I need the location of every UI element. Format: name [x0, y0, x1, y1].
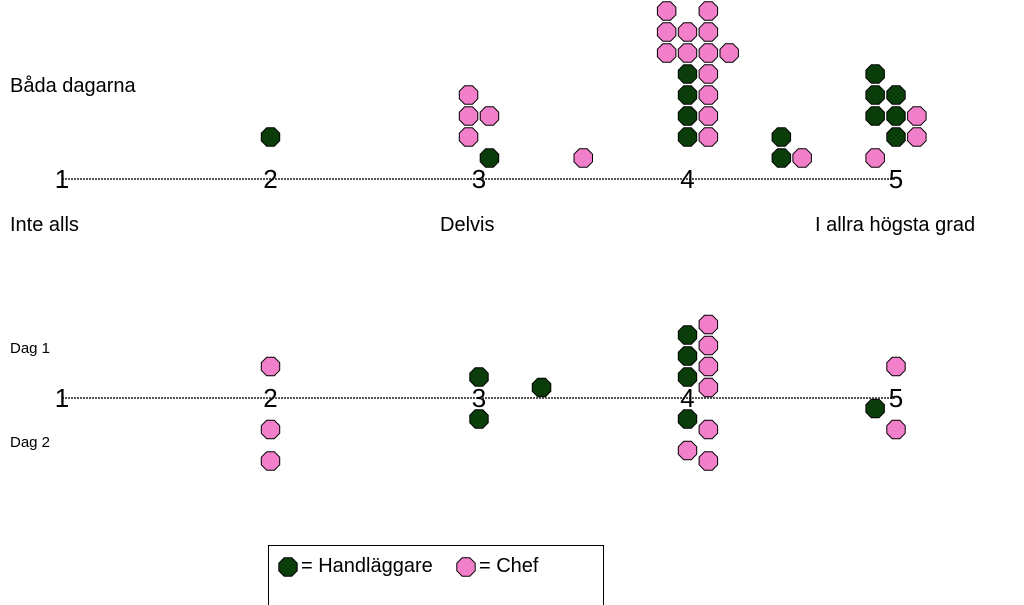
top-dot-handlaggare — [677, 106, 698, 126]
bottom-dot-chef — [677, 440, 698, 461]
bottom-tick-label-2: 2 — [263, 383, 277, 413]
legend-item-chef: = Chef — [455, 555, 538, 578]
bottom-tick-label-4: 4 — [680, 383, 694, 413]
bottom-dot-handlaggare — [865, 398, 885, 419]
top-dot-chef — [458, 85, 479, 105]
bottom-dot-chef — [698, 356, 719, 377]
top-dot-handlaggare — [865, 106, 885, 126]
bottom-dot-handlaggare — [677, 325, 698, 345]
bottom-dot-chef — [698, 314, 719, 335]
top-dot-chef — [656, 1, 677, 21]
legend-marker-chef — [456, 556, 476, 577]
bottom-dot-chef — [698, 451, 719, 471]
top-dot-chef — [458, 106, 479, 126]
top-dot-handlaggare — [677, 64, 698, 84]
top-dot-handlaggare — [771, 127, 792, 147]
top-dot-chef — [698, 85, 719, 105]
top-tick-label-2: 2 — [263, 164, 277, 194]
top-dot-chef — [677, 22, 698, 42]
top-dot-chef — [698, 127, 719, 147]
top-dot-chef — [698, 106, 719, 126]
row-label-day-1: Dag 1 — [10, 340, 51, 357]
top-dot-handlaggare — [260, 127, 281, 147]
top-dot-chef — [698, 22, 719, 42]
top-dot-chef — [656, 22, 677, 42]
top-dot-handlaggare — [886, 106, 906, 126]
top-dot-handlaggare — [677, 85, 698, 105]
top-dot-chef — [792, 148, 812, 168]
top-dot-handlaggare — [865, 85, 885, 105]
top-tick-label-4: 4 — [680, 164, 694, 194]
bottom-dot-handlaggare — [469, 367, 489, 387]
top-dot-chef — [656, 43, 677, 63]
bottom-tick-label-3: 3 — [472, 383, 486, 413]
bottom-dot-handlaggare — [677, 367, 698, 387]
top-tick-label-1: 1 — [55, 164, 69, 194]
row-label-day-2: Dag 2 — [10, 434, 51, 451]
top-dot-handlaggare — [677, 127, 698, 147]
bottom-tick-label-5: 5 — [889, 383, 903, 413]
scale-label-high: I allra högsta grad — [815, 214, 976, 236]
top-dot-chef — [698, 64, 719, 84]
top-dot-chef — [479, 106, 500, 126]
bottom-dot-chef — [886, 419, 906, 440]
bottom-dot-handlaggare — [677, 409, 698, 429]
top-dot-handlaggare — [886, 127, 906, 147]
bottom-dot-handlaggare — [677, 346, 698, 366]
bottom-dot-chef — [260, 451, 281, 471]
top-dot-handlaggare — [886, 85, 906, 105]
legend: = Handläggare = Chef — [268, 545, 604, 605]
legend-label-handlaggare: = Handläggare — [301, 555, 433, 577]
legend-item-handlaggare: = Handläggare — [277, 555, 433, 578]
legend-label-chef: = Chef — [479, 555, 539, 577]
row-label-both-days: Båda dagarna — [10, 75, 136, 97]
top-dot-chef — [698, 43, 719, 63]
top-dot-handlaggare — [865, 64, 885, 84]
bottom-dot-chef — [886, 356, 906, 377]
legend-marker-handlaggare — [278, 556, 298, 577]
top-dot-chef — [573, 148, 593, 168]
bottom-dot-handlaggare — [531, 377, 552, 398]
top-dot-chef — [907, 127, 927, 147]
top-dot-chef — [677, 43, 698, 63]
bottom-dot-handlaggare — [469, 409, 489, 429]
top-dot-chef — [458, 127, 479, 147]
bottom-dot-chef — [260, 356, 281, 377]
bottom-dot-chef — [698, 377, 719, 398]
top-dot-chef — [907, 106, 927, 126]
top-dot-chef — [698, 1, 719, 21]
scale-label-low: Inte alls — [10, 214, 79, 236]
scale-label-mid: Delvis — [440, 214, 495, 236]
bottom-dot-chef — [260, 419, 281, 440]
top-tick-label-3: 3 — [472, 164, 486, 194]
bottom-dot-chef — [698, 419, 719, 440]
bottom-dot-chef — [698, 335, 719, 356]
bottom-tick-label-1: 1 — [55, 383, 69, 413]
top-dot-handlaggare — [771, 148, 792, 168]
top-tick-label-5: 5 — [889, 164, 903, 194]
top-dot-chef — [719, 43, 739, 63]
top-dot-handlaggare — [479, 148, 500, 168]
top-dot-chef — [865, 148, 885, 168]
